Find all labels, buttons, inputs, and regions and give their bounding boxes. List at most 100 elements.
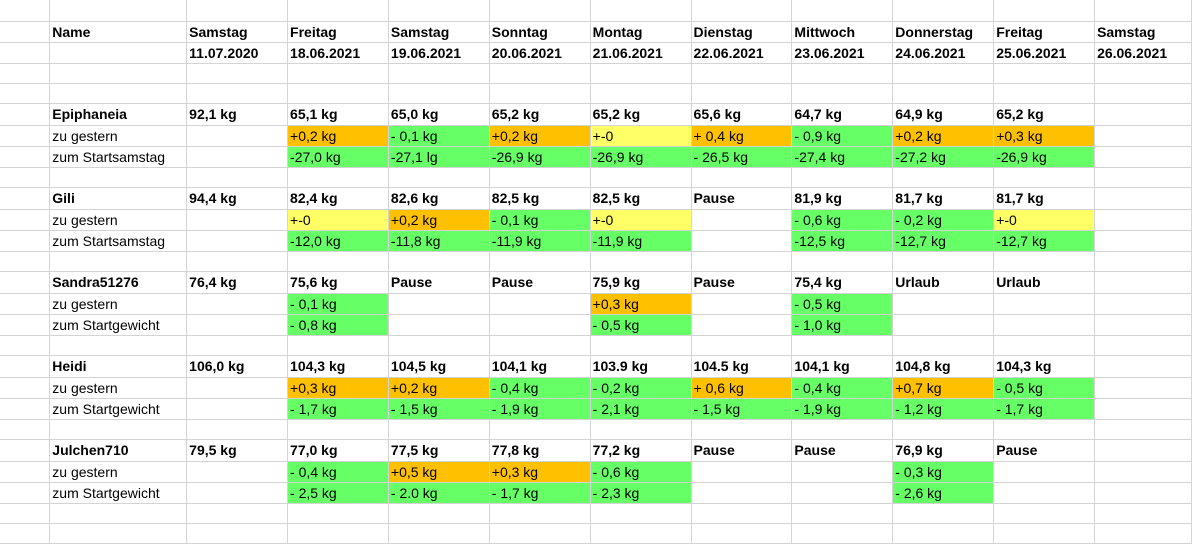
value-cell[interactable]	[590, 503, 692, 524]
value-cell[interactable]	[590, 251, 692, 272]
value-cell[interactable]: -12,7 kg	[993, 230, 1096, 252]
value-cell[interactable]: 77,5 kg	[388, 439, 490, 462]
value-cell[interactable]	[186, 209, 289, 231]
value-cell[interactable]	[186, 461, 289, 483]
gutter-cell[interactable]	[0, 271, 51, 294]
gutter-cell[interactable]	[0, 0, 51, 22]
value-cell[interactable]	[590, 419, 692, 440]
value-cell[interactable]: - 2.0 kg	[388, 482, 490, 504]
value-cell[interactable]	[993, 335, 1096, 356]
value-cell[interactable]: 92,1 kg	[186, 103, 289, 126]
value-cell[interactable]: 20.06.2021	[489, 42, 591, 64]
value-cell[interactable]	[388, 293, 490, 315]
value-cell[interactable]: -26,9 kg	[590, 146, 692, 168]
value-cell[interactable]	[892, 419, 995, 440]
value-cell[interactable]	[993, 167, 1096, 188]
value-cell[interactable]: Freitag	[287, 21, 389, 43]
value-cell[interactable]	[691, 419, 793, 440]
name-cell[interactable]: zu gestern	[49, 125, 188, 147]
value-cell[interactable]	[489, 167, 591, 188]
gutter-cell[interactable]	[0, 63, 51, 84]
value-cell[interactable]: - 0,1 kg	[489, 209, 591, 231]
value-cell[interactable]	[186, 167, 289, 188]
value-cell[interactable]	[1094, 167, 1192, 188]
value-cell[interactable]	[791, 83, 894, 104]
value-cell[interactable]	[186, 523, 289, 544]
value-cell[interactable]	[791, 63, 894, 84]
value-cell[interactable]: 65,2 kg	[489, 103, 591, 126]
value-cell[interactable]	[489, 314, 591, 336]
name-cell[interactable]	[49, 251, 188, 272]
value-cell[interactable]	[489, 503, 591, 524]
value-cell[interactable]: -12,7 kg	[892, 230, 995, 252]
value-cell[interactable]: +-0	[993, 209, 1096, 231]
value-cell[interactable]	[388, 251, 490, 272]
name-cell[interactable]: zum Startgewicht	[49, 482, 188, 504]
gutter-cell[interactable]	[0, 251, 51, 272]
gutter-cell[interactable]	[0, 146, 51, 168]
value-cell[interactable]	[993, 0, 1096, 22]
value-cell[interactable]: 65,6 kg	[691, 103, 793, 126]
value-cell[interactable]	[1094, 0, 1192, 22]
value-cell[interactable]	[1094, 146, 1192, 168]
value-cell[interactable]: Urlaub	[892, 271, 995, 294]
value-cell[interactable]: 25.06.2021	[993, 42, 1096, 64]
value-cell[interactable]: +0,2 kg	[892, 125, 995, 147]
value-cell[interactable]: 82,5 kg	[489, 187, 591, 210]
value-cell[interactable]: Pause	[791, 439, 894, 462]
value-cell[interactable]	[590, 83, 692, 104]
gutter-cell[interactable]	[0, 187, 51, 210]
value-cell[interactable]	[691, 63, 793, 84]
value-cell[interactable]	[388, 335, 490, 356]
value-cell[interactable]: Mittwoch	[791, 21, 894, 43]
value-cell[interactable]	[1094, 523, 1192, 544]
value-cell[interactable]	[892, 251, 995, 272]
name-cell[interactable]	[49, 83, 188, 104]
name-cell[interactable]: zu gestern	[49, 209, 188, 231]
name-cell[interactable]: zu gestern	[49, 293, 188, 315]
value-cell[interactable]	[892, 503, 995, 524]
value-cell[interactable]: 77,8 kg	[489, 439, 591, 462]
value-cell[interactable]	[993, 523, 1096, 544]
value-cell[interactable]: - 0,5 kg	[791, 293, 894, 315]
value-cell[interactable]	[993, 503, 1096, 524]
value-cell[interactable]: +0,5 kg	[388, 461, 490, 483]
value-cell[interactable]	[1094, 482, 1192, 504]
value-cell[interactable]: 94,4 kg	[186, 187, 289, 210]
value-cell[interactable]: Dienstag	[691, 21, 793, 43]
value-cell[interactable]	[993, 314, 1096, 336]
name-cell[interactable]: zum Startsamstag	[49, 230, 188, 252]
value-cell[interactable]	[1094, 503, 1192, 524]
value-cell[interactable]	[388, 314, 490, 336]
gutter-cell[interactable]	[0, 42, 51, 64]
value-cell[interactable]: - 0,2 kg	[892, 209, 995, 231]
gutter-cell[interactable]	[0, 167, 51, 188]
value-cell[interactable]	[791, 0, 894, 22]
value-cell[interactable]: +0,2 kg	[388, 209, 490, 231]
value-cell[interactable]	[993, 419, 1096, 440]
value-cell[interactable]: 77,2 kg	[590, 439, 692, 462]
gutter-cell[interactable]	[0, 523, 51, 544]
gutter-cell[interactable]	[0, 83, 51, 104]
value-cell[interactable]: - 0,1 kg	[388, 125, 490, 147]
value-cell[interactable]	[691, 209, 793, 231]
value-cell[interactable]: - 0,4 kg	[791, 377, 894, 399]
value-cell[interactable]	[791, 482, 894, 504]
value-cell[interactable]	[186, 83, 289, 104]
value-cell[interactable]	[691, 503, 793, 524]
value-cell[interactable]: 104,8 kg	[892, 355, 995, 378]
value-cell[interactable]: - 0,4 kg	[287, 461, 389, 483]
value-cell[interactable]	[1094, 355, 1192, 378]
value-cell[interactable]: -12,0 kg	[287, 230, 389, 252]
value-cell[interactable]: - 0,3 kg	[892, 461, 995, 483]
value-cell[interactable]: Donnerstag	[892, 21, 995, 43]
value-cell[interactable]	[892, 0, 995, 22]
name-cell[interactable]	[49, 419, 188, 440]
value-cell[interactable]: - 1,5 kg	[388, 398, 490, 420]
value-cell[interactable]: - 0,4 kg	[489, 377, 591, 399]
value-cell[interactable]: 76,9 kg	[892, 439, 995, 462]
value-cell[interactable]: 104,3 kg	[993, 355, 1096, 378]
value-cell[interactable]	[791, 419, 894, 440]
value-cell[interactable]	[1094, 271, 1192, 294]
value-cell[interactable]	[388, 63, 490, 84]
